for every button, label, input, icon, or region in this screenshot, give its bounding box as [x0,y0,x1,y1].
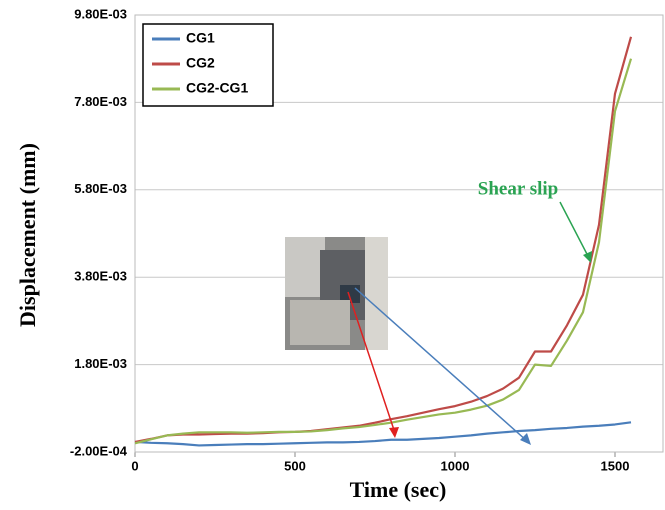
annotation: Shear slip [478,178,558,199]
y-tick-label: 7.80E-03 [74,94,127,109]
y-axis-title: Displacement (mm) [15,143,40,327]
y-tick-label: 3.80E-03 [74,269,127,284]
y-tick-label: 1.80E-03 [74,356,127,371]
y-tick-label: 9.80E-03 [74,6,127,21]
x-tick-label: 1000 [441,458,470,473]
y-tick-label: 5.80E-03 [74,181,127,196]
y-tick-label: -2.00E-04 [70,443,128,458]
photo-inset [285,237,388,350]
legend-label: CG1 [186,30,215,46]
x-tick-label: 0 [131,458,138,473]
arrows [347,201,592,445]
x-axis-title: Time (sec) [350,477,447,502]
x-tick-label: 500 [284,458,306,473]
series-line [134,58,633,445]
series-line [134,421,632,447]
x-tick-label: 1500 [601,458,630,473]
legend-label: CG2-CG1 [186,80,248,96]
legend-label: CG2 [186,55,215,71]
series-line [134,36,633,444]
plot-frame [134,14,664,453]
